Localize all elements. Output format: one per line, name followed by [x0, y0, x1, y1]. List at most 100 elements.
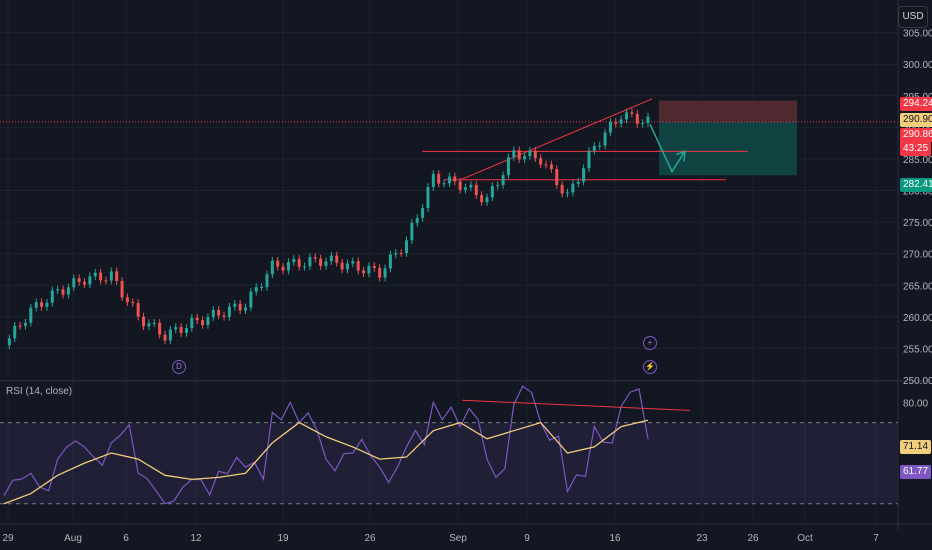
candle-body — [260, 287, 264, 289]
candle-body — [474, 184, 478, 196]
candle-body — [201, 320, 205, 326]
rsi-axis[interactable]: 80.00 — [903, 398, 928, 409]
candle-body — [303, 266, 307, 268]
candle-body — [297, 258, 301, 267]
price-axis-label: 255.00 — [903, 344, 932, 355]
time-axis-label: 6 — [123, 533, 129, 544]
candle-body — [329, 255, 333, 262]
candle-body — [233, 303, 237, 307]
price-axis[interactable]: 305.00300.00295.00290.00285.00280.00275.… — [903, 29, 932, 387]
dividend-marker[interactable]: D — [172, 360, 186, 374]
candle-body — [40, 302, 44, 307]
rsi-value-tag: 61.77 — [900, 465, 932, 479]
projection-arrow[interactable] — [649, 123, 685, 174]
price-axis-label: 265.00 — [903, 281, 932, 292]
candle-body — [61, 289, 65, 295]
candle-body — [313, 257, 317, 259]
candle-body — [464, 187, 468, 190]
candle-body — [539, 158, 543, 165]
time-axis-label: 16 — [609, 533, 621, 544]
price-axis-label: 285.00 — [903, 155, 932, 166]
high-price-tag: 290.90 — [900, 113, 932, 127]
rising-trendline[interactable] — [461, 98, 653, 180]
candle-body — [281, 266, 285, 271]
candle-body — [485, 197, 489, 203]
candle-body — [125, 297, 129, 303]
grid — [0, 0, 898, 524]
candle-body — [560, 184, 564, 194]
candle-body — [340, 262, 344, 270]
candle-body — [244, 307, 247, 311]
candle-body — [238, 303, 242, 311]
candle-body — [625, 112, 629, 120]
candle-body — [528, 150, 532, 157]
rsi-ma-line — [3, 419, 649, 505]
rsi-indicator-label[interactable]: RSI (14, close) — [6, 386, 73, 397]
candle-body — [29, 307, 33, 323]
candle-body — [45, 302, 49, 307]
candle-body — [576, 181, 580, 184]
time-axis[interactable]: 29 Aug 6 12 19 26 Sep 9 16 23 26 Oct 7 — [2, 533, 879, 544]
target-zone[interactable] — [659, 100, 797, 122]
candle-body — [276, 260, 280, 267]
candle-body — [286, 262, 290, 271]
candle-body — [211, 310, 215, 318]
candle-body — [453, 176, 457, 182]
candle-body — [426, 187, 430, 209]
candle-body — [168, 329, 172, 341]
candle-body — [88, 276, 92, 285]
candle-body — [142, 316, 146, 327]
target-price-tag: 294.24 — [900, 97, 932, 111]
candle-body — [179, 327, 183, 333]
candle-body — [158, 322, 162, 335]
candle-body — [152, 322, 156, 324]
candle-body — [447, 176, 451, 184]
stop-zone[interactable] — [659, 121, 797, 176]
candle-body — [405, 240, 408, 254]
candle-body — [115, 271, 119, 281]
candle-body — [292, 258, 296, 263]
candle-body — [195, 317, 199, 321]
candle-body — [598, 145, 602, 147]
earnings-marker[interactable]: + — [643, 336, 657, 350]
price-axis-label: 280.00 — [903, 187, 932, 198]
candle-body — [549, 164, 553, 170]
split-marker[interactable]: ⚡ — [643, 360, 657, 374]
currency-button[interactable]: USD — [898, 6, 928, 28]
candle-body — [582, 168, 586, 182]
candle-body — [131, 302, 135, 304]
candle-body — [646, 116, 650, 124]
candle-body — [120, 280, 124, 298]
candle-body — [544, 164, 548, 166]
candle-body — [378, 267, 382, 278]
candle-body — [206, 317, 210, 326]
candle-body — [555, 169, 559, 185]
candle-body — [458, 181, 462, 190]
candle-body — [319, 258, 323, 266]
candle-body — [410, 222, 414, 241]
rsi-ma-tag: 71.14 — [900, 440, 932, 454]
candle-body — [523, 156, 527, 160]
candle-body — [83, 282, 86, 285]
candle-body — [501, 175, 505, 185]
candle-body — [571, 183, 575, 193]
candle-body — [345, 263, 349, 270]
time-axis-label: 12 — [190, 533, 202, 544]
price-axis-label: 250.00 — [903, 376, 932, 387]
candle-body — [163, 334, 167, 341]
current-price-tag: 290.86 — [900, 128, 932, 142]
price-axis-label: 260.00 — [903, 313, 932, 324]
candle-body — [77, 278, 81, 283]
candle-body — [442, 183, 446, 185]
candle-body — [383, 268, 387, 278]
rsi-divergence-line[interactable] — [461, 399, 691, 411]
time-axis-label: Oct — [797, 533, 813, 544]
price-axis-label: 270.00 — [903, 250, 932, 261]
candle-body — [99, 272, 103, 281]
candle-body — [517, 150, 521, 160]
candle-body — [431, 173, 435, 188]
time-axis-label: 23 — [696, 533, 708, 544]
candle-body — [174, 327, 178, 330]
candle-body — [587, 150, 591, 169]
